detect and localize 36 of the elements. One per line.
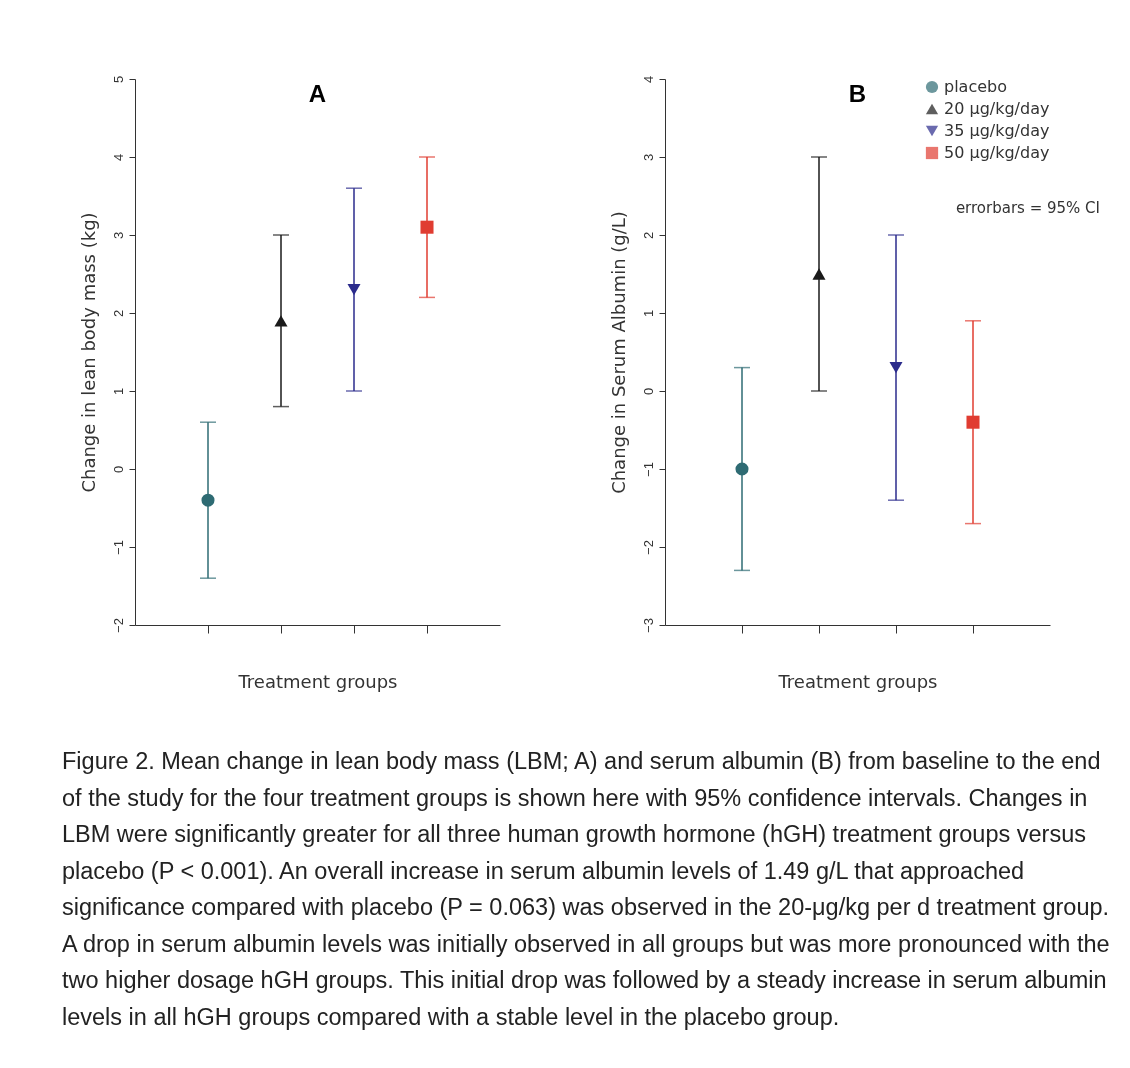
point xyxy=(347,283,361,296)
legend-label: 20 μg/kg/day xyxy=(944,99,1050,118)
y-tick-label: 3 xyxy=(110,231,126,240)
legend-label: placebo xyxy=(944,77,1008,96)
legend-label: 50 μg/kg/day xyxy=(944,143,1050,162)
point xyxy=(420,220,434,234)
y-tick-label: 0 xyxy=(110,465,126,474)
point xyxy=(735,462,749,476)
chart-title: A xyxy=(308,80,327,108)
y-tick-label: 1 xyxy=(640,309,656,318)
x-axis-title: Treatment groups xyxy=(777,671,938,692)
y-tick-label: −1 xyxy=(640,462,656,477)
y-axis-title: Change in lean body mass (kg) xyxy=(77,212,99,493)
x-axis-title: Treatment groups xyxy=(237,671,398,692)
chart-title: B xyxy=(849,80,867,108)
y-tick-label: 2 xyxy=(110,309,126,318)
y-tick-label: −3 xyxy=(640,618,656,633)
y-tick-label: 1 xyxy=(110,387,126,396)
y-tick-label: 4 xyxy=(110,153,126,162)
point xyxy=(966,415,980,429)
caption: Figure 2. Mean change in lean body mass (LBM; A) and serum albumin (B) from baseline to the end of the study for the four treatment groups is shown here with 95% confidence intervals. Changes in LBM were significantly greater for all three human growth hormone (hGH) treatment groups versus placebo (P < 0.001). An overall increase in serum albumin levels of 1.49 g/L that approached significance compared with placebo (P = 0.063) was observed in the 20-μg/kg per d treatment group. A drop in serum albumin levels was initially observed in all groups but was more pronounced with the two higher dosage hGH groups. This initial drop was followed by a steady increase in serum albumin levels in all hGH groups compared with a stable level in the placebo group. xyxy=(62,747,1111,1032)
annotation: errorbars = 95% CI xyxy=(956,199,1101,217)
y-axis-title: Change in Serum Albumin (g/L) xyxy=(607,211,629,494)
point xyxy=(812,268,826,280)
y-tick-label: 3 xyxy=(640,153,656,162)
y-tick-label: 0 xyxy=(640,387,656,396)
y-tick-label: −2 xyxy=(640,540,656,555)
y-tick-label: −1 xyxy=(110,540,126,555)
y-tick-label: 5 xyxy=(110,75,126,84)
y-tick-label: 4 xyxy=(640,75,656,84)
y-tick-label: −2 xyxy=(110,618,126,633)
legend-label: 35 μg/kg/day xyxy=(944,121,1050,140)
point xyxy=(889,361,903,374)
y-tick-label: 2 xyxy=(640,231,656,240)
point xyxy=(201,493,215,507)
point xyxy=(274,315,288,327)
